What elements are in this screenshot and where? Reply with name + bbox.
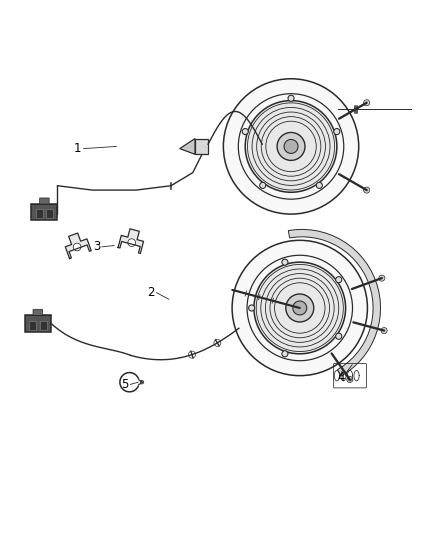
Circle shape xyxy=(316,182,322,189)
FancyBboxPatch shape xyxy=(33,309,42,316)
FancyBboxPatch shape xyxy=(25,315,51,332)
Circle shape xyxy=(282,351,288,357)
FancyBboxPatch shape xyxy=(195,139,208,154)
Text: 5: 5 xyxy=(121,378,129,391)
Polygon shape xyxy=(180,139,195,154)
Polygon shape xyxy=(118,229,144,253)
Circle shape xyxy=(249,305,254,311)
Circle shape xyxy=(128,239,135,246)
Text: 4: 4 xyxy=(338,372,345,384)
Circle shape xyxy=(223,79,359,214)
FancyBboxPatch shape xyxy=(39,198,49,204)
FancyBboxPatch shape xyxy=(31,204,57,220)
Circle shape xyxy=(277,133,305,160)
Circle shape xyxy=(232,240,367,376)
Circle shape xyxy=(336,333,342,340)
Circle shape xyxy=(364,100,370,106)
Circle shape xyxy=(284,140,298,154)
Circle shape xyxy=(242,128,248,135)
Circle shape xyxy=(336,277,342,282)
FancyBboxPatch shape xyxy=(35,209,42,219)
FancyBboxPatch shape xyxy=(39,321,46,330)
Circle shape xyxy=(288,95,294,101)
Polygon shape xyxy=(288,229,381,376)
Circle shape xyxy=(334,128,340,135)
Polygon shape xyxy=(65,233,91,259)
Circle shape xyxy=(254,262,346,354)
Circle shape xyxy=(379,275,385,281)
Circle shape xyxy=(381,327,387,334)
Text: 1: 1 xyxy=(73,142,81,155)
Text: 2: 2 xyxy=(148,286,155,299)
Text: 3: 3 xyxy=(93,240,100,253)
Circle shape xyxy=(245,101,337,192)
FancyBboxPatch shape xyxy=(29,321,36,330)
Circle shape xyxy=(293,301,307,315)
Circle shape xyxy=(347,376,353,383)
Circle shape xyxy=(286,294,314,322)
Circle shape xyxy=(73,243,81,251)
Circle shape xyxy=(364,187,370,193)
Circle shape xyxy=(282,259,288,265)
Circle shape xyxy=(260,182,266,189)
FancyBboxPatch shape xyxy=(46,209,53,219)
